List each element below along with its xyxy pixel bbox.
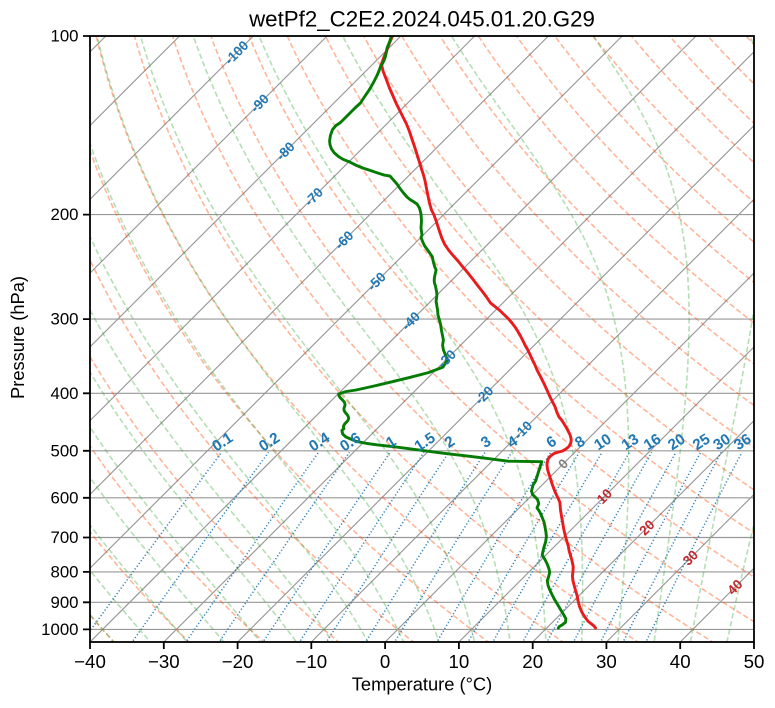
- svg-text:0: 0: [380, 651, 390, 672]
- svg-text:800: 800: [51, 562, 79, 581]
- svg-text:200: 200: [51, 205, 79, 224]
- svg-text:20: 20: [522, 651, 543, 672]
- svg-text:10: 10: [591, 431, 614, 454]
- svg-text:10: 10: [449, 651, 470, 672]
- svg-text:Pressure (hPa): Pressure (hPa): [7, 276, 28, 399]
- svg-text:500: 500: [51, 441, 79, 460]
- svg-text:20: 20: [665, 431, 688, 454]
- svg-text:300: 300: [51, 310, 79, 329]
- svg-text:−40: −40: [74, 651, 106, 672]
- svg-text:100: 100: [51, 27, 79, 46]
- svg-text:Temperature (°C): Temperature (°C): [352, 674, 492, 695]
- svg-text:600: 600: [51, 488, 79, 507]
- svg-text:900: 900: [51, 593, 79, 612]
- svg-text:30: 30: [596, 651, 617, 672]
- svg-text:700: 700: [51, 528, 79, 547]
- svg-text:−10: −10: [295, 651, 327, 672]
- svg-text:1000: 1000: [41, 620, 78, 639]
- svg-text:50: 50: [744, 651, 765, 672]
- svg-text:wetPf2_C2E2.2024.045.01.20.G29: wetPf2_C2E2.2024.045.01.20.G29: [248, 6, 595, 31]
- svg-text:−20: −20: [222, 651, 254, 672]
- svg-text:13: 13: [619, 431, 642, 454]
- svg-text:400: 400: [51, 384, 79, 403]
- svg-text:36: 36: [731, 431, 754, 454]
- svg-text:30: 30: [710, 431, 733, 454]
- svg-text:−30: −30: [148, 651, 180, 672]
- svg-text:40: 40: [670, 651, 691, 672]
- svg-text:16: 16: [641, 431, 664, 454]
